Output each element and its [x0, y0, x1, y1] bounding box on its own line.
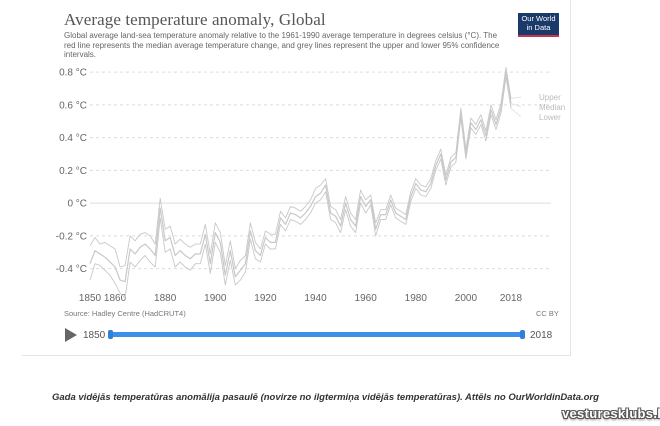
- series-label-leader: [510, 96, 522, 99]
- y-tick-label: 0 °C: [67, 199, 87, 210]
- image-caption: Gada vidējās temperatūras anomālija pasa…: [52, 392, 599, 403]
- chart-subtitle: Global average land-sea temperature anom…: [64, 31, 500, 59]
- play-icon[interactable]: [65, 328, 77, 342]
- x-tick-label: 1850: [79, 293, 102, 304]
- y-tick-label: -0.2 °C: [56, 231, 87, 242]
- x-tick-label: 1900: [204, 293, 227, 304]
- x-tick-label: 2000: [455, 293, 478, 304]
- logo-line-2: in Data: [526, 22, 551, 32]
- y-tick-label: -0.4 °C: [56, 264, 87, 275]
- timeline-start-handle[interactable]: [108, 330, 113, 339]
- x-tick-label: 1860: [104, 293, 127, 304]
- x-tick-label: 1940: [304, 293, 327, 304]
- series-label-lower: Lower: [539, 113, 561, 122]
- y-tick-label: 0.4 °C: [59, 133, 87, 144]
- series-line-median: [89, 71, 512, 283]
- logo-line-1: Our World: [521, 14, 556, 23]
- y-tick-label: 0.6 °C: [59, 100, 87, 111]
- timeline-start-year: 1850: [83, 330, 106, 341]
- timeline-end-year: 2018: [530, 330, 553, 341]
- watermark: vesturesklubs.lv: [562, 406, 660, 421]
- license-link[interactable]: CC BY: [536, 309, 559, 318]
- x-tick-label: 2018: [500, 293, 523, 304]
- timeline-end-handle[interactable]: [520, 330, 525, 339]
- owid-logo[interactable]: Our World in Data: [518, 13, 559, 37]
- series-line-lower: [89, 76, 512, 299]
- series-label-leader: [510, 102, 522, 108]
- x-tick-label: 1980: [405, 293, 428, 304]
- y-tick-label: 0.8 °C: [59, 68, 87, 79]
- x-tick-label: 1880: [154, 293, 177, 304]
- source-note[interactable]: Source: Hadley Centre (HadCRUT4): [64, 309, 186, 318]
- chart-card: [22, 0, 571, 356]
- series-label-leader: [510, 107, 522, 118]
- x-tick-label: 1920: [254, 293, 277, 304]
- y-tick-label: 0.2 °C: [59, 166, 87, 177]
- series-label-median: Median: [539, 103, 565, 112]
- chart-title: Average temperature anomaly, Global: [64, 10, 326, 29]
- line-chart[interactable]: 0.8 °C 0.6 °C 0.4 °C 0.2 °C 0 °C -0.2 °C -0.4 …: [0, 0, 660, 310]
- series-line-upper: [89, 66, 512, 270]
- x-tick-label: 1960: [355, 293, 378, 304]
- timeline-slider-track[interactable]: [110, 332, 523, 337]
- series-label-upper: Upper: [539, 93, 561, 102]
